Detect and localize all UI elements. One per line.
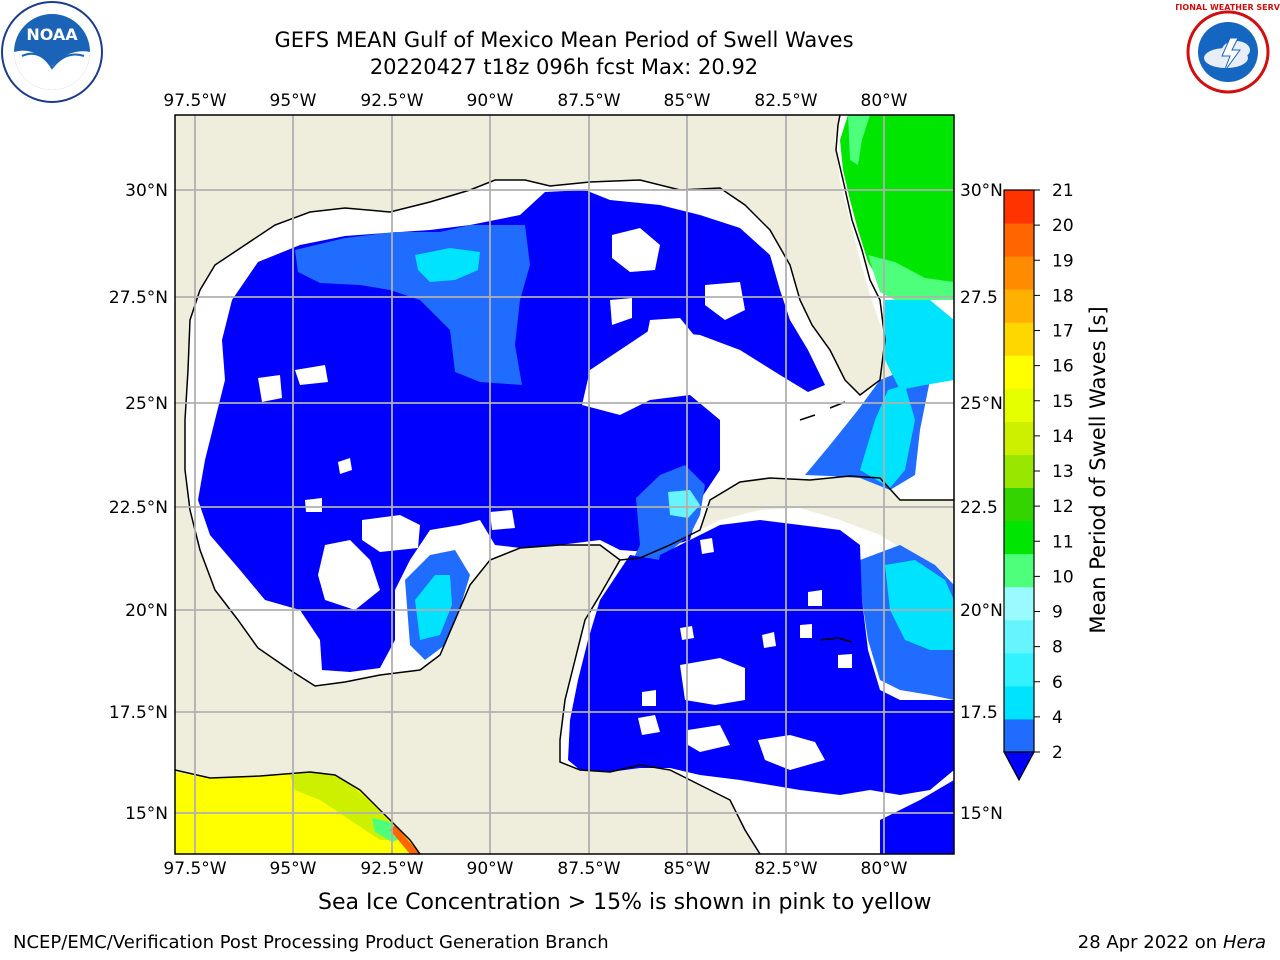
lon-label: 80°W [861,859,908,879]
lat-label: 20°N [960,601,1003,621]
lon-label: 87.5°W [557,859,620,879]
lat-label: 15°N [125,804,168,824]
lat-label: 17.5 [960,703,998,723]
lat-label: 30°N [960,181,1003,201]
noaa-logo: NOAA [1,1,103,103]
svg-text:NOAA: NOAA [26,25,78,44]
colorbar-tick-label: 13 [1052,462,1074,482]
colorbar-segment [1004,487,1034,522]
colorbar-tick-label: 10 [1052,567,1074,587]
map-title: GEFS MEAN Gulf of Mexico Mean Period of … [274,28,854,52]
colorbar: 2 4 6 8 9 10 11 12 13 14 15 16 17 18 19 20 21 [1002,181,1074,782]
lat-label: 27.5 [960,288,998,308]
colorbar-tick-label: 2 [1052,743,1063,763]
lon-label: 85°W [664,91,711,111]
colorbar-under-arrow [1002,751,1036,782]
colorbar-segment [1004,289,1034,323]
colorbar-segment [1004,586,1034,621]
lon-label: 92.5°W [360,859,423,879]
lat-labels-left: 30°N 27.5°N 25°N 22.5°N 20°N 17.5°N 15°N [109,181,168,824]
colorbar-segment [1004,256,1034,290]
lat-label: 25°N [125,394,168,414]
colorbar-segment [1004,454,1034,489]
colorbar-tick-label: 16 [1052,357,1074,377]
colorbar-segment [1004,190,1034,224]
lon-label: 97.5°W [163,859,226,879]
footer-date-text: 28 Apr 2022 on [1077,932,1223,953]
calm-patches [258,228,852,770]
lat-label: 27.5°N [109,288,168,308]
map-frame [174,114,955,855]
gridlines [175,115,954,854]
colorbar-segment [1004,718,1034,753]
lat-labels-right: 30°N 27.5 25°N 22.5 20°N 17.5 15°N [960,181,1003,824]
colorbar-tick-label: 21 [1052,181,1074,201]
colorbar-segment [1004,388,1034,422]
colorbar-tick-label: 17 [1052,322,1074,342]
lon-label: 85°W [664,859,711,879]
colorbar-tick-label: 19 [1052,251,1074,271]
map-subtitle: 20220427 t18z 096h fcst Max: 20.92 [369,55,759,79]
colorbar-label: Mean Period of Swell Waves [s] [1086,306,1110,633]
lon-label: 90°W [467,859,514,879]
lon-label: 82.5°W [754,859,817,879]
colorbar-tick-label: 11 [1052,532,1074,552]
lon-labels-bottom: 97.5°W 95°W 92.5°W 90°W 87.5°W 85°W 82.5… [163,859,907,879]
lon-label: 95°W [270,859,317,879]
lon-label: 82.5°W [754,91,817,111]
colorbar-tick-label: 8 [1052,638,1063,658]
colorbar-tick-label: 18 [1052,286,1074,306]
colorbar-tick-label: 6 [1052,673,1063,693]
colorbar-tick-label: 14 [1052,427,1074,447]
lat-label: 15°N [960,804,1003,824]
footer-date: 28 Apr 2022 on Hera [1078,932,1266,953]
colorbar-segment [1004,223,1034,257]
lon-label: 90°W [467,91,514,111]
colorbar-segment [1004,520,1034,555]
lon-label: 95°W [270,91,317,111]
svg-text:NATIONAL WEATHER SERVICE: NATIONAL WEATHER SERVICE [1176,3,1280,12]
footer-machine: Hera [1222,932,1266,953]
colorbar-tick-label: 12 [1052,497,1074,517]
colorbar-tick-label: 9 [1052,603,1063,623]
sea-ice-note: Sea Ice Concentration > 15% is shown in … [318,890,932,915]
colorbar-segment [1004,322,1034,356]
lon-label: 97.5°W [163,91,226,111]
footer-credit: NCEP/EMC/Verification Post Processing Pr… [13,932,609,953]
lon-label: 92.5°W [360,91,423,111]
colorbar-tick-label: 15 [1052,392,1074,412]
colorbar-segment [1004,685,1034,720]
lon-labels-top: 97.5°W 95°W 92.5°W 90°W 87.5°W 85°W 82.5… [163,91,907,111]
nws-logo: NATIONAL WEATHER SERVICE [1176,2,1280,102]
colorbar-segment [1004,553,1034,588]
lat-label: 25°N [960,394,1003,414]
colorbar-segment [1004,652,1034,687]
lat-label: 30°N [125,181,168,201]
lat-label: 17.5°N [109,703,168,723]
lon-label: 87.5°W [557,91,620,111]
colorbar-tick-label: 20 [1052,216,1074,236]
colorbar-segment [1004,619,1034,654]
colorbar-tick-label: 4 [1052,708,1063,728]
colorbar-segment [1004,355,1034,389]
lat-label: 20°N [125,601,168,621]
lon-label: 80°W [861,91,908,111]
lat-label: 22.5 [960,498,998,518]
colorbar-segment [1004,421,1034,455]
lat-label: 22.5°N [109,498,168,518]
